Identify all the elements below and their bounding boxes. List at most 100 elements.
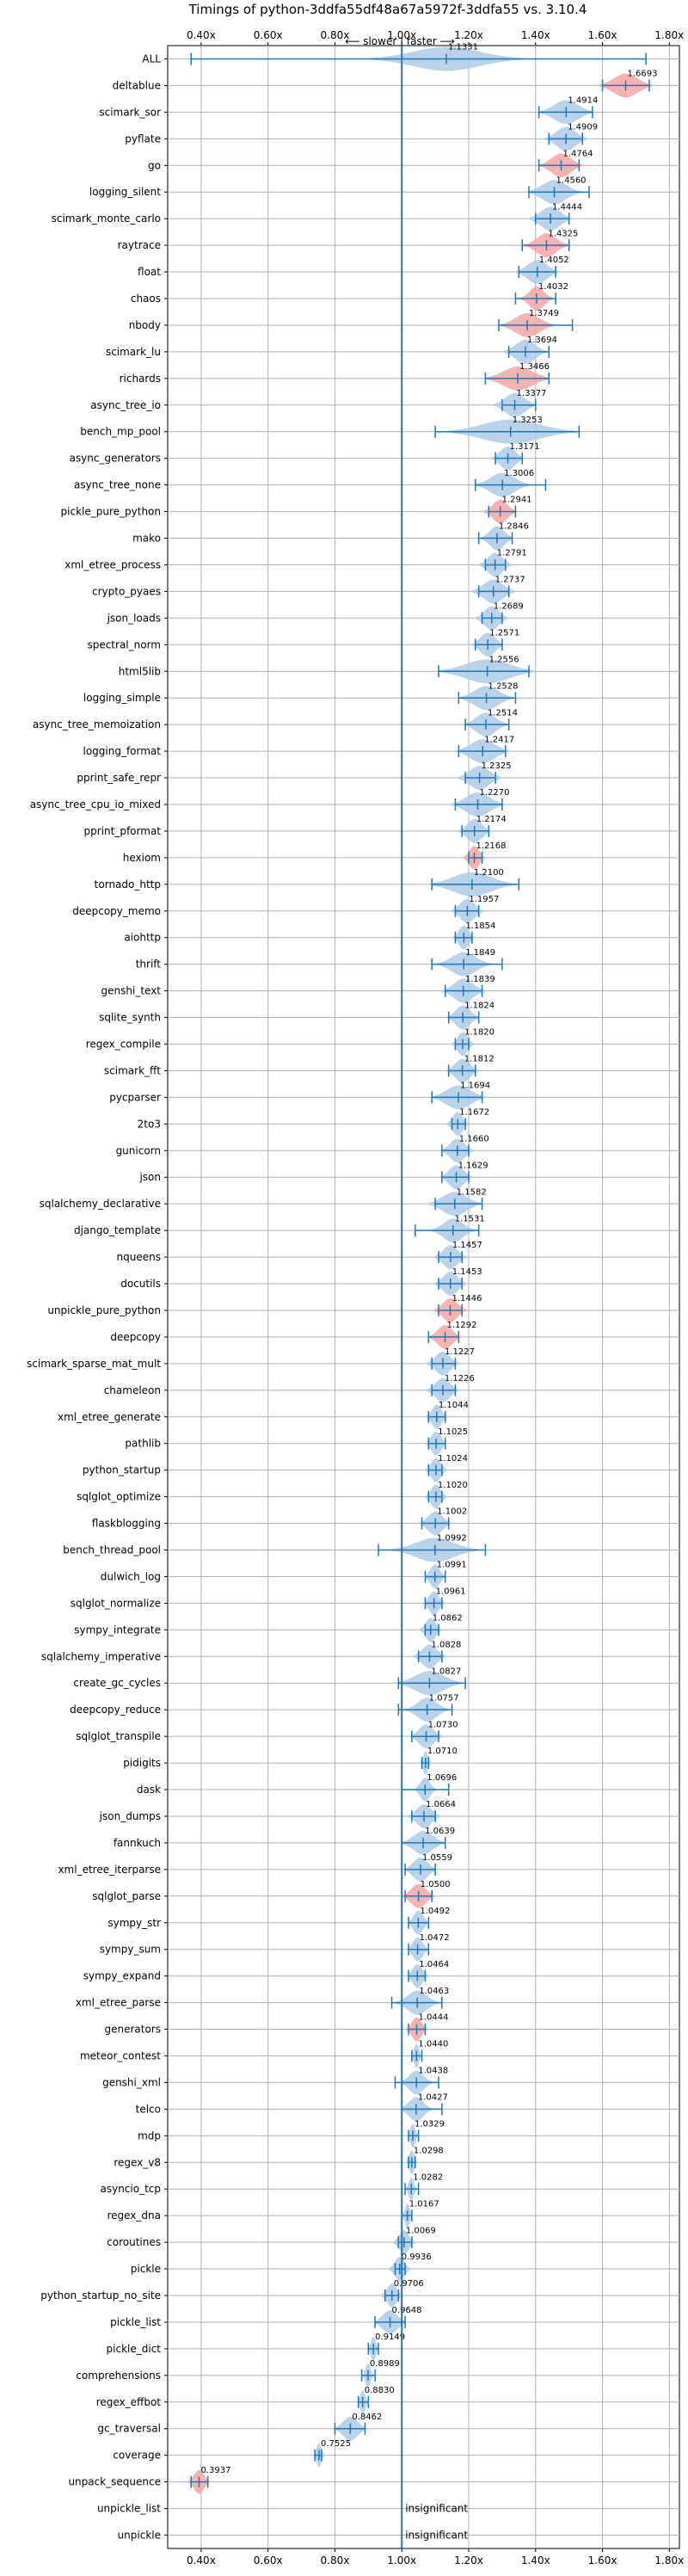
value-label: 0.7525	[321, 2439, 351, 2449]
benchmark-label: crypto_pyaes	[92, 585, 161, 597]
benchmark-label: generators	[104, 2024, 161, 2036]
benchmark-label: async_tree_none	[74, 479, 161, 491]
benchmark-label: raytrace	[118, 239, 161, 251]
value-label: 1.2941	[502, 496, 532, 505]
benchmark-label: xml_etree_iterparse	[58, 1864, 161, 1876]
benchmark-label: deltablue	[113, 79, 161, 91]
value-label: 1.4325	[548, 229, 578, 238]
benchmark-label: genshi_text	[101, 985, 162, 997]
value-label: 1.0463	[419, 1987, 449, 1996]
benchmark-label: dask	[137, 1784, 161, 1796]
value-label: 0.8830	[365, 2386, 395, 2395]
x-tick-label-bottom: 0.60x	[254, 2554, 283, 2567]
value-label: 1.0298	[414, 2146, 444, 2155]
value-label: 1.0329	[415, 2119, 445, 2129]
benchmark-label: regex_compile	[86, 1038, 161, 1051]
value-label: 1.0167	[409, 2199, 439, 2209]
value-label: 0.3937	[200, 2466, 230, 2475]
benchmark-label: deepcopy_reduce	[70, 1704, 161, 1716]
value-label: 1.3694	[527, 336, 557, 345]
benchmark-label: scimark_sparse_mat_mult	[27, 1358, 161, 1370]
value-label: 1.1453	[452, 1267, 482, 1277]
benchmark-label: sqlglot_normalize	[71, 1597, 161, 1609]
benchmark-label: unpickle_pure_python	[47, 1304, 161, 1316]
benchmark-label: html5lib	[119, 665, 161, 677]
benchmark-label: pickle	[131, 2263, 161, 2275]
benchmark-label: xml_etree_process	[64, 558, 161, 570]
value-label: 1.0991	[437, 1561, 467, 1570]
value-label: 1.4914	[568, 96, 598, 106]
benchmark-label: pyflate	[125, 132, 161, 145]
benchmark-label: json	[138, 1171, 161, 1183]
value-label: 1.4052	[539, 256, 569, 265]
benchmark-label: aiohttp	[124, 932, 161, 944]
value-label: 1.2571	[489, 628, 519, 638]
value-label: 1.4764	[562, 149, 593, 158]
benchmark-label: create_gc_cycles	[73, 1677, 161, 1689]
value-label: 1.2174	[476, 815, 507, 824]
benchmark-label: coroutines	[107, 2236, 161, 2248]
benchmark-label: scimark_lu	[106, 346, 161, 358]
value-label: 1.1849	[465, 948, 495, 958]
value-label: 1.2689	[494, 602, 524, 612]
x-tick-label-bottom: 1.40x	[521, 2554, 550, 2567]
value-label: 1.2791	[497, 549, 527, 558]
value-label: 1.3171	[510, 442, 540, 452]
benchmark-label: xml_etree_parse	[76, 1997, 161, 2009]
benchmark-label: bench_thread_pool	[63, 1544, 161, 1556]
value-label: 1.0464	[419, 1960, 449, 1969]
value-label: 0.8462	[352, 2413, 382, 2422]
benchmark-label: dulwich_log	[101, 1570, 161, 1582]
benchmark-label: logging_silent	[89, 186, 161, 198]
benchmark-label: sympy_expand	[83, 1970, 161, 1982]
value-label: 1.6693	[628, 70, 658, 79]
value-label: 1.0730	[428, 1720, 458, 1729]
benchmark-label: bench_mp_pool	[80, 426, 161, 438]
benchmark-label: sqlalchemy_imperative	[41, 1650, 161, 1662]
x-tick-label-bottom: 1.60x	[588, 2554, 617, 2567]
benchmark-label: xml_etree_generate	[58, 1411, 161, 1423]
value-label: 1.0427	[418, 2093, 448, 2103]
value-label: 1.4909	[568, 122, 598, 132]
insignificant-label: insignificant	[405, 2503, 468, 2515]
value-label: 1.3253	[513, 416, 543, 425]
benchmark-label: regex_effbot	[96, 2396, 162, 2408]
benchmark-label: pprint_pformat	[84, 825, 162, 837]
benchmark-label: meteor_contest	[80, 2049, 161, 2061]
insignificant-label: insignificant	[405, 2530, 468, 2542]
benchmark-label: float	[138, 266, 161, 278]
value-label: 1.1025	[438, 1427, 468, 1437]
benchmark-label: regex_v8	[114, 2156, 161, 2168]
value-label: 1.1820	[464, 1028, 494, 1038]
benchmark-label: gunicorn	[116, 1144, 161, 1156]
benchmark-label: async_generators	[70, 453, 161, 465]
value-label: 1.1957	[469, 895, 499, 904]
value-label: 1.0282	[413, 2172, 443, 2182]
value-label: 1.1457	[452, 1241, 482, 1250]
value-label: 1.0559	[422, 1853, 452, 1863]
benchmark-label: richards	[120, 373, 161, 385]
x-tick-label-bottom: 0.40x	[187, 2554, 216, 2567]
benchmark-label: sqlalchemy_declarative	[40, 1198, 161, 1210]
value-label: 1.2100	[474, 868, 504, 878]
value-label: 1.0440	[418, 2040, 448, 2049]
benchmark-label: mako	[132, 533, 161, 545]
benchmark-label: django_template	[74, 1224, 161, 1236]
benchmark-label: mdp	[138, 2129, 161, 2142]
benchmark-label: docutils	[120, 1278, 161, 1290]
benchmark-label: sqlite_synth	[99, 1012, 161, 1024]
value-label: 0.9706	[394, 2279, 424, 2289]
x-tick-label-bottom: 1.20x	[454, 2554, 483, 2567]
value-label: 1.1292	[446, 1321, 476, 1330]
benchmark-label: unpickle	[118, 2530, 161, 2542]
benchmark-label: async_tree_memoization	[33, 718, 161, 730]
benchmark-label: genshi_xml	[102, 2076, 161, 2088]
benchmark-label: sympy_integrate	[74, 1624, 161, 1636]
benchmark-label: regex_dna	[107, 2209, 161, 2222]
value-label: 1.1446	[452, 1294, 482, 1303]
benchmark-label: unpack_sequence	[68, 2476, 161, 2488]
value-label: 1.1629	[458, 1161, 488, 1170]
benchmark-label: gc_traversal	[97, 2423, 161, 2435]
